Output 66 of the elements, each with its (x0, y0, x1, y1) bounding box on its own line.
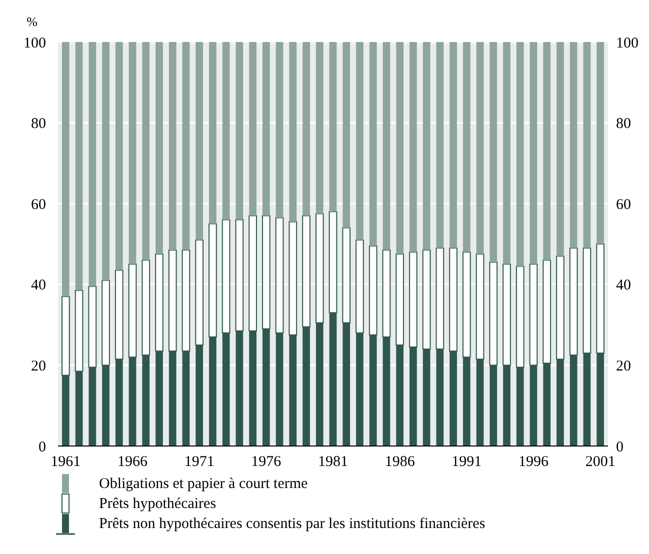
bar (490, 42, 498, 262)
x-tick-label: 1961 (50, 454, 81, 470)
y-tick-label: 60 (31, 196, 46, 213)
bar (102, 42, 110, 280)
bar (168, 42, 176, 250)
bar (396, 42, 404, 254)
y-axis-title: % (26, 14, 38, 29)
legend-label: Obligations et papier à court terme (99, 476, 308, 492)
y-tick-label: 100 (24, 35, 46, 52)
bar (302, 42, 310, 216)
y2-tick-label: 80 (616, 116, 631, 132)
bar (209, 42, 216, 224)
bar (182, 42, 190, 250)
x-tick-label: 2001 (585, 454, 616, 470)
y-tick-label: 80 (31, 116, 46, 132)
y2-tick-label: 0 (616, 439, 624, 456)
bar (436, 42, 444, 248)
y2-tick-label: 20 (616, 358, 631, 374)
bar (410, 42, 417, 252)
x-tick-label: 1996 (518, 454, 549, 470)
bar (329, 42, 337, 212)
x-tick-label: 1981 (318, 454, 348, 470)
bar (356, 42, 364, 240)
legend-label: Prêts non hypothécaires consentis par les institutions financières (99, 516, 486, 532)
legend-label: Prêts hypothécaires (99, 496, 216, 512)
bar (75, 42, 83, 290)
bar (289, 42, 297, 222)
bar (543, 42, 551, 260)
bar (156, 42, 163, 254)
x-tick-label: 1976 (251, 454, 282, 470)
bar (503, 42, 510, 264)
bar (142, 42, 150, 260)
bar (262, 42, 270, 216)
bar (196, 42, 204, 240)
bar (556, 42, 564, 256)
x-tick-label: 1966 (118, 454, 148, 470)
bar (222, 42, 230, 220)
bar (316, 42, 324, 214)
bar (62, 42, 70, 297)
x-tick-label: 1986 (384, 454, 416, 470)
bar (570, 42, 578, 248)
bar (476, 42, 484, 254)
bar (516, 42, 524, 266)
bar (276, 42, 284, 218)
y-tick-label: 40 (31, 278, 46, 294)
bar (236, 42, 244, 220)
bar (422, 42, 430, 250)
bar (115, 42, 123, 270)
bar (596, 42, 604, 244)
x-tick-label: 1971 (184, 454, 214, 470)
bar (369, 42, 377, 246)
bar (583, 42, 591, 248)
bar (342, 42, 350, 228)
bar (450, 42, 457, 248)
x-tick-label: 1991 (452, 454, 482, 470)
y-tick-label: 0 (38, 439, 46, 456)
bar (88, 42, 96, 286)
bar (382, 42, 390, 250)
bar (462, 42, 470, 252)
bar (530, 42, 538, 264)
bar (249, 42, 256, 216)
y2-tick-label: 100 (616, 35, 638, 52)
y-tick-label: 20 (31, 358, 46, 374)
y2-tick-label: 60 (616, 196, 631, 213)
bar (128, 42, 136, 264)
y2-tick-label: 40 (616, 278, 631, 294)
